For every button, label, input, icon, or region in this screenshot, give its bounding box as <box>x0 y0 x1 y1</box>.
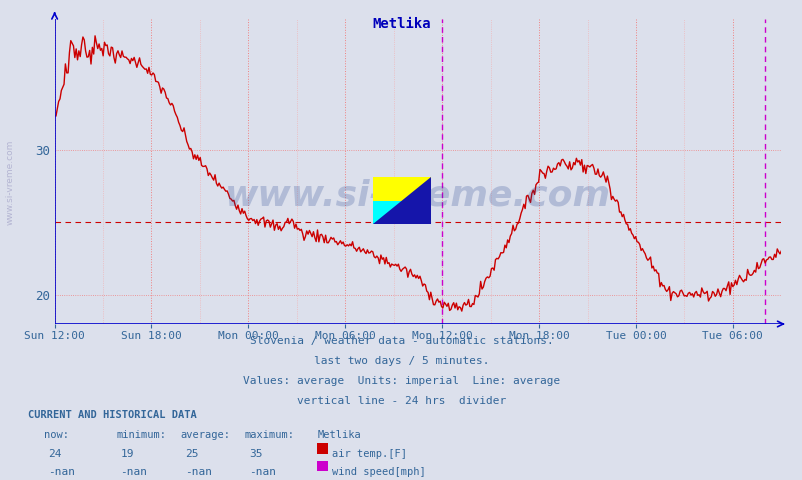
Polygon shape <box>401 178 431 224</box>
Text: Slovenia / weather data - automatic stations.: Slovenia / weather data - automatic stat… <box>249 336 553 346</box>
Text: 24: 24 <box>48 449 62 459</box>
Text: 19: 19 <box>120 449 134 459</box>
Text: -nan: -nan <box>249 467 276 477</box>
Text: air temp.[F]: air temp.[F] <box>331 449 406 459</box>
Text: Metlika: Metlika <box>317 430 360 440</box>
Text: maximum:: maximum: <box>245 430 294 440</box>
Text: 35: 35 <box>249 449 262 459</box>
Text: -nan: -nan <box>184 467 212 477</box>
Text: CURRENT AND HISTORICAL DATA: CURRENT AND HISTORICAL DATA <box>28 410 196 420</box>
Polygon shape <box>372 178 431 224</box>
Polygon shape <box>372 178 431 224</box>
Text: 25: 25 <box>184 449 198 459</box>
Text: -nan: -nan <box>48 467 75 477</box>
Text: average:: average: <box>180 430 230 440</box>
Text: Values: average  Units: imperial  Line: average: Values: average Units: imperial Line: av… <box>242 376 560 386</box>
Polygon shape <box>372 178 431 224</box>
Text: vertical line - 24 hrs  divider: vertical line - 24 hrs divider <box>297 396 505 407</box>
Text: last two days / 5 minutes.: last two days / 5 minutes. <box>314 356 488 366</box>
Text: now:: now: <box>44 430 69 440</box>
Text: minimum:: minimum: <box>116 430 166 440</box>
Polygon shape <box>372 178 431 201</box>
Text: Metlika: Metlika <box>371 17 431 31</box>
Text: www.si-vreme.com: www.si-vreme.com <box>225 179 610 213</box>
Polygon shape <box>372 201 431 224</box>
Text: wind speed[mph]: wind speed[mph] <box>331 467 425 477</box>
Text: -nan: -nan <box>120 467 148 477</box>
Text: www.si-vreme.com: www.si-vreme.com <box>5 140 14 225</box>
